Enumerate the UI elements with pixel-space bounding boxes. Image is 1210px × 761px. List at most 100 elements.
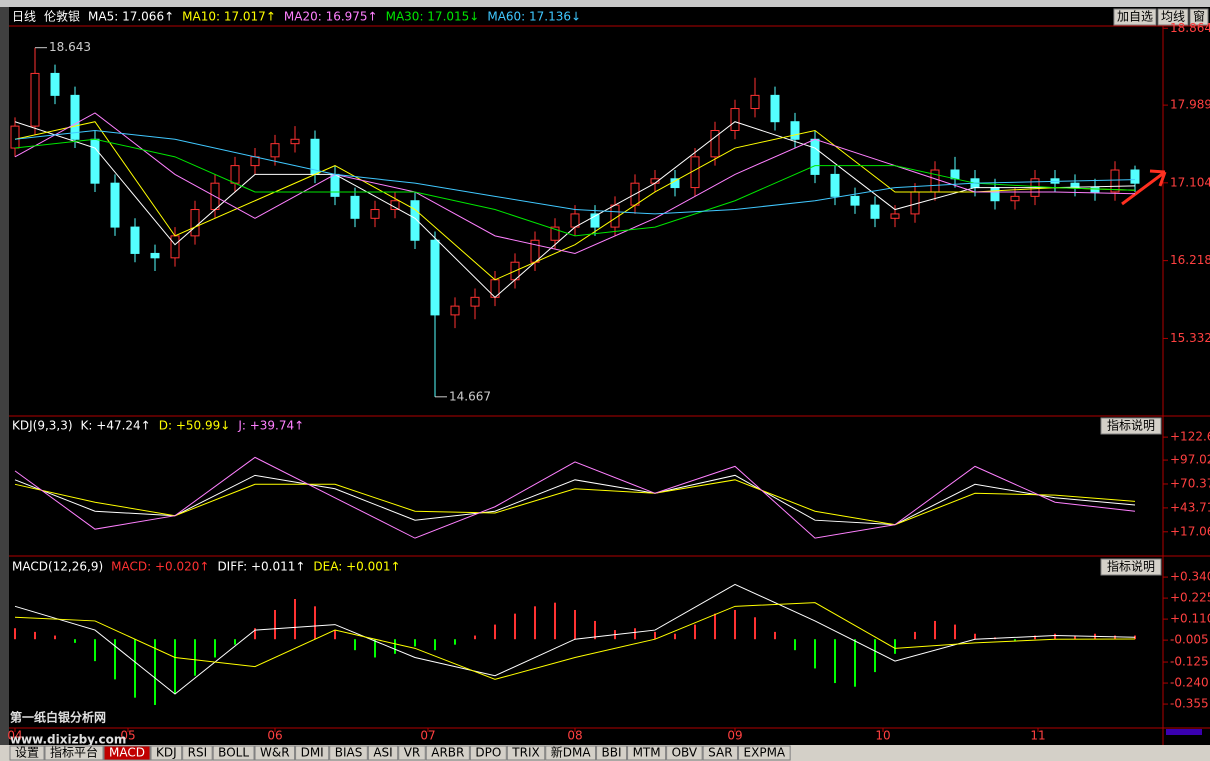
- y-tick-label: 15.332: [1170, 331, 1210, 345]
- tab[interactable]: [469, 745, 507, 761]
- tab[interactable]: [738, 745, 791, 761]
- y-tick-label: +0.225: [1170, 591, 1210, 605]
- x-tick-label: 05: [120, 729, 135, 743]
- y-tick-label: +0.110: [1170, 612, 1210, 626]
- button[interactable]: [1189, 8, 1209, 26]
- y-tick-label: -0.355: [1170, 697, 1209, 711]
- candle-body: [870, 204, 880, 219]
- y-tick-label: -0.240: [1170, 676, 1209, 690]
- tab-label[interactable]: DMI: [301, 746, 324, 760]
- button-label[interactable]: 窗: [1193, 10, 1205, 24]
- x-tick-label: 11: [1030, 729, 1045, 743]
- indicator-line: [14, 456, 1136, 539]
- tab[interactable]: [545, 745, 597, 761]
- indicator-line: [14, 121, 1136, 299]
- legend-item: MACD(12,26,9): [12, 560, 103, 574]
- tab-label[interactable]: EXPMA: [744, 746, 786, 760]
- tab[interactable]: [103, 745, 151, 761]
- button-label[interactable]: 指标说明: [1107, 559, 1155, 574]
- button-label[interactable]: 加自选: [1117, 10, 1153, 24]
- button[interactable]: [1100, 558, 1162, 576]
- scroll-thumb: [1166, 729, 1202, 735]
- tab-label[interactable]: BBI: [602, 746, 622, 760]
- legend-item: DEA: +0.001↑: [313, 560, 400, 574]
- y-tick-label: +122.6: [1170, 430, 1210, 444]
- watermark: www.dixizby.com: [10, 733, 126, 747]
- tab-label[interactable]: SAR: [708, 746, 732, 760]
- legend-item: MA5: 17.066↑: [88, 10, 174, 24]
- tab-label[interactable]: TRIX: [511, 746, 539, 760]
- button-label[interactable]: 指标说明: [1107, 418, 1155, 433]
- tab-label[interactable]: MTM: [633, 746, 661, 760]
- candle-body: [410, 200, 420, 241]
- button[interactable]: [1113, 8, 1157, 26]
- candle-body: [250, 156, 260, 167]
- tab-label[interactable]: KDJ: [156, 746, 177, 760]
- tab[interactable]: [367, 745, 399, 761]
- candle-body: [170, 235, 180, 259]
- indicator-line: [14, 474, 1136, 526]
- candle-body: [990, 187, 1000, 202]
- indicator-line: [14, 138, 1136, 237]
- tab[interactable]: [212, 745, 255, 761]
- y-tick-label: +17.06: [1170, 524, 1210, 538]
- x-tick-label: 07: [420, 729, 435, 743]
- x-tick-label: 04: [7, 729, 22, 743]
- tab-label[interactable]: ASI: [373, 746, 392, 760]
- tab-label[interactable]: BIAS: [335, 746, 363, 760]
- tab-label[interactable]: 指标平台: [50, 745, 98, 760]
- tab[interactable]: [596, 745, 628, 761]
- tab[interactable]: [666, 745, 703, 761]
- candle-body: [950, 169, 960, 180]
- tab[interactable]: [295, 745, 330, 761]
- tab[interactable]: [398, 745, 426, 761]
- tab-label[interactable]: MACD: [109, 746, 145, 760]
- legend-item: K: +47.24↑: [81, 419, 151, 433]
- candle-body: [1090, 187, 1100, 193]
- tab-label[interactable]: DPO: [475, 746, 501, 760]
- tab[interactable]: [150, 745, 183, 761]
- candle-body: [890, 213, 900, 219]
- tab[interactable]: [702, 745, 739, 761]
- tab-label[interactable]: OBV: [672, 746, 698, 760]
- tab[interactable]: [44, 745, 104, 761]
- button[interactable]: [1100, 417, 1162, 435]
- candle-body: [330, 173, 340, 197]
- tab[interactable]: [506, 745, 546, 761]
- legend-item: 日线: [12, 10, 36, 24]
- tab-label[interactable]: ARBR: [431, 746, 464, 760]
- tab-label[interactable]: W&R: [260, 746, 290, 760]
- tab[interactable]: [182, 745, 213, 761]
- trend-arrow: [1121, 169, 1167, 206]
- indicator-line: [14, 602, 1136, 680]
- side-bar: [0, 7, 9, 745]
- legend-item: MA30: 17.015↓: [386, 10, 480, 24]
- tab-label[interactable]: 新DMA: [551, 745, 592, 760]
- candle-body: [810, 138, 820, 175]
- y-tick-label: +70.37: [1170, 476, 1210, 490]
- candle-body: [50, 72, 60, 96]
- indicator-line: [14, 479, 1136, 526]
- tab-label[interactable]: RSI: [188, 746, 208, 760]
- watermark: 第一纸白银分析网: [10, 710, 106, 725]
- legend-item: 伦敦银: [44, 9, 80, 24]
- button[interactable]: [1157, 8, 1189, 26]
- y-tick-label: 17.104: [1170, 175, 1210, 189]
- x-tick-label: 09: [727, 729, 742, 743]
- tab[interactable]: [627, 745, 667, 761]
- tab[interactable]: [9, 745, 45, 761]
- y-tick-label: 16.218: [1170, 253, 1210, 267]
- tab[interactable]: [329, 745, 368, 761]
- tab-label[interactable]: BOLL: [218, 746, 249, 760]
- tab[interactable]: [425, 745, 470, 761]
- indicator-line: [14, 583, 1136, 695]
- tab-label[interactable]: VR: [404, 746, 421, 760]
- candle-body: [290, 138, 300, 145]
- indicator-line: [14, 121, 1136, 281]
- tab[interactable]: [254, 745, 296, 761]
- tab-label[interactable]: 设置: [15, 746, 39, 760]
- legend-item: J: +39.74↑: [237, 419, 304, 433]
- button-label[interactable]: 均线: [1161, 10, 1185, 24]
